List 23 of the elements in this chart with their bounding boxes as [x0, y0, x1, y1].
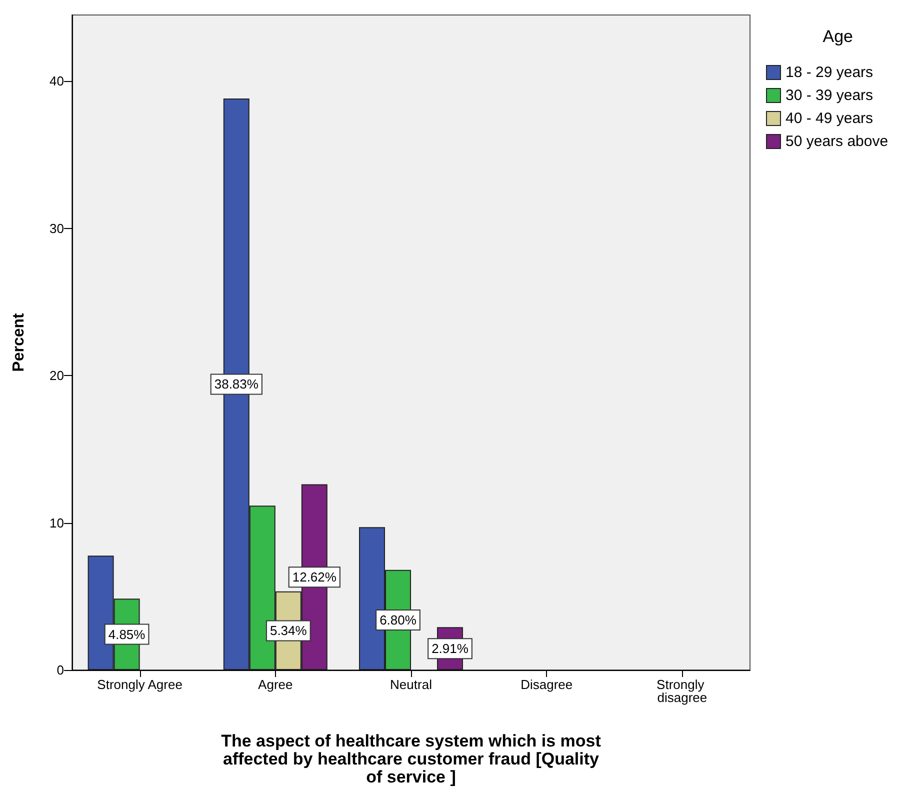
x-tick-label: Agree — [258, 677, 293, 692]
x-tick-label: Strongly disagree — [656, 677, 708, 705]
legend-title: Age — [822, 27, 853, 46]
legend-label: 40 - 49 years — [786, 110, 874, 127]
y-tick-label: 10 — [50, 515, 64, 530]
y-tick-label: 0 — [56, 662, 64, 678]
x-tick-label: Strongly Agree — [97, 677, 182, 692]
x-axis-title: The aspect of healthcare system which is most affected by healthcare customer fraud [Quality of service ] — [221, 732, 602, 786]
legend-label: 18 - 29 years — [786, 64, 874, 81]
y-tick-label: 30 — [50, 220, 64, 236]
data-label: 4.85% — [108, 626, 146, 642]
y-axis-title: Percent — [10, 312, 28, 372]
data-label: 38.83% — [214, 376, 259, 392]
y-tick-label: 40 — [50, 74, 64, 89]
data-label: 5.34% — [270, 623, 308, 638]
y-tick-label: 20 — [50, 368, 64, 384]
data-label: 12.62% — [292, 570, 337, 585]
legend-label: 50 years above — [786, 133, 888, 150]
data-label: 6.80% — [380, 612, 417, 628]
x-tick-label: Neutral — [390, 677, 432, 692]
data-label: 2.91% — [432, 641, 469, 656]
legend-label: 30 - 39 years — [786, 87, 874, 104]
x-tick-label: Disagree — [520, 677, 573, 692]
